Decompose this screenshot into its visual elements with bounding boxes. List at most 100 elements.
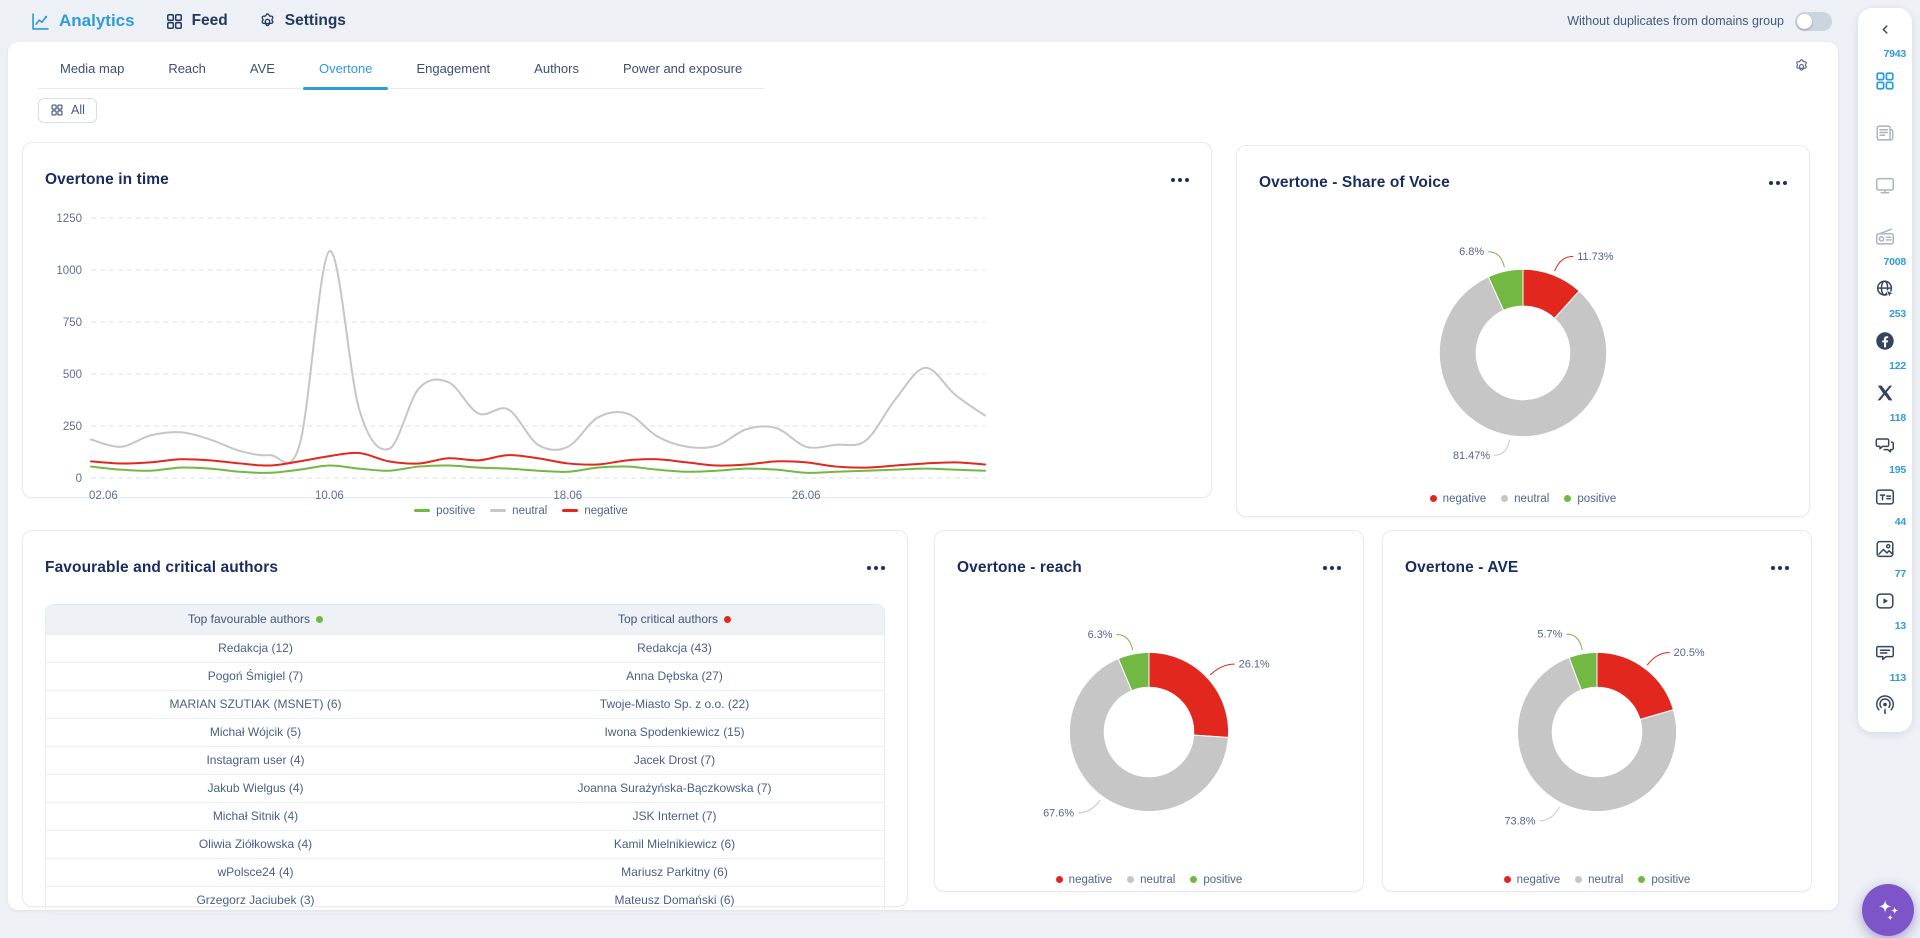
- table-row: Michał Wójcik (5)Iwona Spodenkiewicz (15…: [46, 718, 884, 746]
- author-cell: Jacek Drost (7): [465, 746, 884, 774]
- svg-text:1250: 1250: [56, 213, 82, 225]
- channel-forum[interactable]: 118: [1858, 408, 1912, 460]
- channel-review[interactable]: 13: [1858, 616, 1912, 668]
- svg-text:26.06: 26.06: [792, 490, 821, 500]
- legend-marker: [1638, 876, 1645, 883]
- tab-authors[interactable]: Authors: [512, 50, 601, 88]
- photo-icon: [1874, 538, 1896, 560]
- legend-item-positive[interactable]: positive: [1190, 874, 1242, 886]
- overtone-reach-legend: negative neutral positive: [957, 874, 1341, 886]
- legend-item-positive[interactable]: positive: [414, 505, 475, 517]
- author-cell: Iwona Spodenkiewicz (15): [465, 718, 884, 746]
- facebook-icon: [1874, 330, 1896, 352]
- legend-item-neutral[interactable]: neutral: [490, 505, 547, 517]
- collapse-sidebar-button[interactable]: [1858, 14, 1912, 44]
- authors-card-title: Favourable and critical authors: [45, 559, 278, 577]
- legend-item-negative[interactable]: negative: [562, 505, 627, 517]
- overtone-ave-card: Overtone - AVE 20.5% 73.8% 5.7% negative ne…: [1382, 530, 1812, 892]
- overtone-reach-menu-icon[interactable]: [1323, 562, 1341, 574]
- tab-power-and-exposure[interactable]: Power and exposure: [601, 50, 764, 88]
- legend-item-negative[interactable]: negative: [1504, 874, 1560, 886]
- tab-reach[interactable]: Reach: [146, 50, 228, 88]
- legend-marker: [1504, 876, 1511, 883]
- nav-feed[interactable]: Feed: [165, 12, 228, 31]
- tab-overtone[interactable]: Overtone: [297, 50, 394, 88]
- author-cell: Redakcja (12): [46, 634, 465, 662]
- channel-tv[interactable]: [1858, 148, 1912, 200]
- share-of-voice-menu-icon[interactable]: [1769, 177, 1787, 189]
- channel-video[interactable]: 77: [1858, 564, 1912, 616]
- nav-analytics-label: Analytics: [59, 11, 135, 31]
- svg-text:02.06: 02.06: [89, 490, 118, 500]
- author-cell: Anna Dębska (27): [465, 662, 884, 690]
- svg-text:250: 250: [63, 421, 82, 433]
- table-row: Jakub Wielgus (4)Joanna Surażyńska-Bączk…: [46, 774, 884, 802]
- channel-press[interactable]: [1858, 96, 1912, 148]
- channel-review-count: 13: [1895, 620, 1906, 632]
- overtone-in-time-title: Overtone in time: [45, 171, 169, 189]
- duplicates-toggle[interactable]: [1795, 12, 1832, 31]
- author-cell: Mariusz Parkitny (6): [465, 858, 884, 886]
- all-filter-button[interactable]: All: [38, 98, 97, 123]
- legend-item-positive[interactable]: positive: [1564, 493, 1616, 505]
- ai-assistant-button[interactable]: [1862, 884, 1914, 936]
- radio-icon: [1874, 226, 1896, 248]
- channel-all[interactable]: 7943: [1858, 44, 1912, 96]
- author-cell: Mateusz Domański (6): [465, 886, 884, 914]
- author-cell: Michał Sitnik (4): [46, 802, 465, 830]
- share-of-voice-title: Overtone - Share of Voice: [1259, 174, 1450, 192]
- legend-item-positive[interactable]: positive: [1638, 874, 1690, 886]
- legend-label: neutral: [1514, 493, 1549, 505]
- channel-blog-count: 195: [1889, 464, 1906, 476]
- channel-facebook[interactable]: 253: [1858, 304, 1912, 356]
- svg-text:6.8%: 6.8%: [1459, 246, 1484, 258]
- svg-text:73.8%: 73.8%: [1504, 815, 1535, 827]
- channel-all-count: 7943: [1883, 48, 1906, 60]
- nav-settings[interactable]: Settings: [258, 12, 346, 31]
- dashboard-settings-gear-icon[interactable]: [1793, 58, 1810, 75]
- channel-podcast[interactable]: 113: [1858, 668, 1912, 720]
- channel-x[interactable]: 122: [1858, 356, 1912, 408]
- toggle-knob: [1797, 14, 1812, 29]
- svg-text:500: 500: [63, 369, 82, 381]
- tab-ave[interactable]: AVE: [228, 50, 297, 88]
- overtone-in-time-menu-icon[interactable]: [1171, 174, 1189, 186]
- nav-analytics[interactable]: Analytics: [30, 11, 135, 32]
- analytics-tabs: Media mapReachAVEOvertoneEngagementAutho…: [38, 50, 764, 89]
- channel-blog[interactable]: 195: [1858, 460, 1912, 512]
- authors-card-menu-icon[interactable]: [867, 562, 885, 574]
- legend-marker: [1564, 495, 1571, 502]
- legend-item-negative[interactable]: negative: [1056, 874, 1112, 886]
- svg-text:20.5%: 20.5%: [1674, 647, 1705, 659]
- channel-internet[interactable]: 7008: [1858, 252, 1912, 304]
- review-icon: [1874, 642, 1896, 664]
- legend-item-neutral[interactable]: neutral: [1127, 874, 1175, 886]
- author-cell: Michał Wójcik (5): [46, 718, 465, 746]
- legend-item-neutral[interactable]: neutral: [1501, 493, 1549, 505]
- legend-label: positive: [1203, 874, 1242, 886]
- gear-icon: [258, 12, 277, 31]
- author-cell: MARIAN SZUTIAK (MSNET) (6): [46, 690, 465, 718]
- author-cell: wPolsce24 (4): [46, 858, 465, 886]
- tab-engagement[interactable]: Engagement: [394, 50, 512, 88]
- header-dot-icon: [724, 616, 731, 623]
- tab-media-map[interactable]: Media map: [38, 50, 146, 88]
- legend-label: neutral: [1588, 874, 1623, 886]
- legend-marker: [562, 509, 578, 512]
- channel-forum-count: 118: [1890, 412, 1906, 424]
- overtone-ave-menu-icon[interactable]: [1771, 562, 1789, 574]
- svg-text:0: 0: [76, 473, 82, 485]
- svg-text:6.3%: 6.3%: [1088, 629, 1113, 641]
- channel-filter-list: 7943 7008 253122 118 195 4477 13 113: [1858, 44, 1912, 720]
- legend-item-negative[interactable]: negative: [1430, 493, 1486, 505]
- author-cell: Joanna Surażyńska-Bączkowska (7): [465, 774, 884, 802]
- overtone-ave-title: Overtone - AVE: [1405, 559, 1518, 577]
- x-icon: [1874, 382, 1896, 404]
- svg-text:5.7%: 5.7%: [1537, 628, 1562, 640]
- channel-internet-count: 7008: [1883, 256, 1906, 268]
- channel-photo[interactable]: 44: [1858, 512, 1912, 564]
- channel-radio[interactable]: [1858, 200, 1912, 252]
- author-cell: Grzegorz Jaciubek (3): [46, 886, 465, 914]
- tv-icon: [1874, 174, 1896, 196]
- legend-item-neutral[interactable]: neutral: [1575, 874, 1623, 886]
